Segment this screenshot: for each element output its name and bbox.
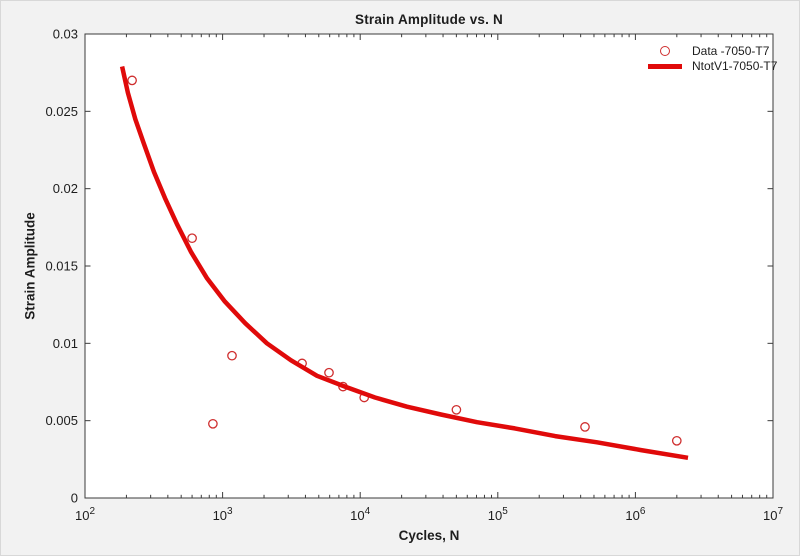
legend-entry-label: Data -7050-T7 [692,44,770,58]
axes-box [84,33,774,499]
svg-text:0: 0 [71,491,78,506]
x-axis-label: Cycles, N [398,528,460,543]
y-axis-label: Strain Amplitude [22,212,38,320]
chart-title: Strain Amplitude vs. N [355,12,503,27]
legend-entry-fit: NtotV1-7050-T7 [641,59,791,73]
legend-marker-col [641,46,689,56]
svg-text:105: 105 [488,506,508,523]
svg-text:0.015: 0.015 [45,259,78,274]
fit-curve [119,66,689,461]
legend: Data -7050-T7 NtotV1-7050-T7 [641,44,791,74]
x-tick-labels: 102 103 104 105 106 107 [75,506,783,523]
svg-text:0.025: 0.025 [45,104,78,119]
svg-text:103: 103 [213,506,233,523]
svg-text:107: 107 [763,506,783,523]
svg-text:106: 106 [625,506,645,523]
svg-text:0.03: 0.03 [53,27,78,42]
legend-entry-data: Data -7050-T7 [641,44,791,58]
svg-text:104: 104 [350,506,370,523]
line-marker-icon [648,63,682,69]
axis-ticks [84,33,774,499]
data-points [127,75,682,446]
plot-area [85,34,773,498]
svg-text:0.005: 0.005 [45,413,78,428]
svg-text:0.02: 0.02 [53,181,78,196]
y-tick-labels: 0 0.005 0.01 0.015 0.02 0.025 0.03 [45,27,78,506]
svg-text:0.01: 0.01 [53,336,78,351]
legend-entry-label: NtotV1-7050-T7 [692,59,778,73]
circle-marker-icon [660,46,670,56]
legend-marker-col [641,63,689,69]
svg-text:102: 102 [75,506,95,523]
